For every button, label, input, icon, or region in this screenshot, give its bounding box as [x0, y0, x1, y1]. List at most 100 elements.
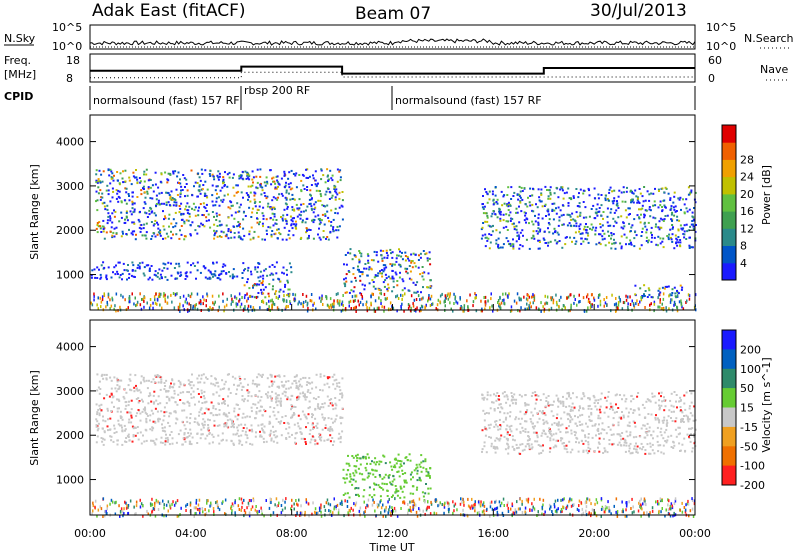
data-pixel — [568, 202, 570, 204]
data-pixel — [263, 289, 265, 291]
data-pixel — [532, 446, 534, 448]
data-pixel — [209, 175, 211, 177]
data-pixel — [521, 395, 523, 397]
data-pixel — [606, 432, 608, 434]
data-pixel — [384, 257, 386, 259]
data-pixel — [263, 215, 265, 217]
data-pixel — [260, 276, 262, 278]
data-pixel — [246, 192, 248, 194]
data-pixel — [415, 254, 417, 256]
data-pixel — [281, 385, 283, 387]
nsearch-label: N.Search — [744, 32, 794, 45]
data-pixel — [219, 409, 221, 411]
data-pixel — [188, 402, 190, 404]
data-pixel — [363, 489, 365, 491]
data-pixel — [507, 439, 509, 441]
data-pixel — [661, 392, 663, 394]
data-pixel — [138, 402, 140, 404]
data-pixel — [286, 239, 288, 241]
data-pixel — [148, 210, 150, 212]
data-pixel — [612, 202, 614, 204]
data-pixel — [607, 396, 609, 398]
data-pixel — [482, 195, 484, 197]
data-pixel — [592, 425, 594, 427]
data-pixel — [271, 400, 273, 402]
data-pixel — [537, 222, 539, 224]
data-pixel — [231, 205, 233, 207]
data-pixel — [275, 396, 277, 398]
data-pixel — [399, 277, 401, 279]
data-pixel — [256, 407, 258, 409]
data-pixel — [519, 244, 521, 246]
data-pixel — [271, 230, 273, 232]
data-pixel — [170, 383, 172, 385]
data-pixel — [595, 434, 597, 436]
data-pixel — [256, 376, 258, 378]
data-pixel — [111, 394, 113, 396]
data-pixel — [355, 472, 357, 474]
data-pixel — [583, 201, 585, 203]
data-pixel — [110, 231, 112, 233]
data-pixel — [618, 207, 620, 209]
data-pixel — [671, 294, 673, 296]
data-pixel — [406, 482, 408, 484]
data-pixel — [539, 418, 541, 420]
data-pixel — [603, 211, 605, 213]
data-pixel — [598, 433, 600, 435]
data-pixel — [346, 264, 348, 266]
data-pixel — [303, 395, 305, 397]
data-pixel — [107, 408, 109, 410]
data-pixel — [640, 208, 642, 210]
data-pixel — [658, 190, 660, 192]
data-pixel — [409, 265, 411, 267]
data-pixel — [521, 443, 523, 445]
data-pixel — [499, 232, 501, 234]
data-pixel — [217, 225, 219, 227]
data-pixel — [508, 202, 510, 204]
data-pixel — [642, 205, 644, 207]
data-pixel — [153, 421, 155, 423]
data-pixel — [543, 239, 545, 241]
data-pixel — [169, 412, 171, 414]
data-pixel — [123, 263, 125, 265]
data-pixel — [309, 194, 311, 196]
data-pixel — [679, 245, 681, 247]
data-pixel — [217, 170, 219, 172]
data-pixel — [153, 403, 155, 405]
data-pixel — [490, 226, 492, 228]
data-pixel — [323, 419, 325, 421]
data-pixel — [213, 394, 215, 396]
data-pixel — [516, 208, 518, 210]
data-pixel — [181, 234, 183, 236]
data-pixel — [392, 481, 394, 483]
data-pixel — [235, 184, 237, 186]
data-pixel — [342, 199, 344, 201]
data-pixel — [605, 244, 607, 246]
data-pixel — [659, 288, 661, 290]
data-pixel — [386, 277, 388, 279]
data-pixel — [275, 187, 277, 189]
noise-pixel — [419, 298, 421, 301]
noise-pixel — [594, 299, 596, 302]
noise-pixel — [686, 300, 688, 303]
data-pixel — [671, 405, 673, 407]
data-pixel — [204, 412, 206, 414]
data-pixel — [616, 411, 618, 413]
data-pixel — [519, 431, 521, 433]
data-pixel — [234, 236, 236, 238]
data-pixel — [567, 224, 569, 226]
data-pixel — [487, 238, 489, 240]
data-pixel — [282, 195, 284, 197]
data-pixel — [219, 220, 221, 222]
data-pixel — [420, 253, 422, 255]
data-pixel — [616, 222, 618, 224]
data-pixel — [607, 231, 609, 233]
noise-pixel — [314, 511, 316, 514]
data-pixel — [134, 276, 136, 278]
data-pixel — [107, 429, 109, 431]
data-pixel — [607, 416, 609, 418]
data-pixel — [483, 399, 485, 401]
data-pixel — [557, 399, 559, 401]
data-pixel — [266, 233, 268, 235]
nave-tick-bottom: 0 — [708, 72, 715, 85]
